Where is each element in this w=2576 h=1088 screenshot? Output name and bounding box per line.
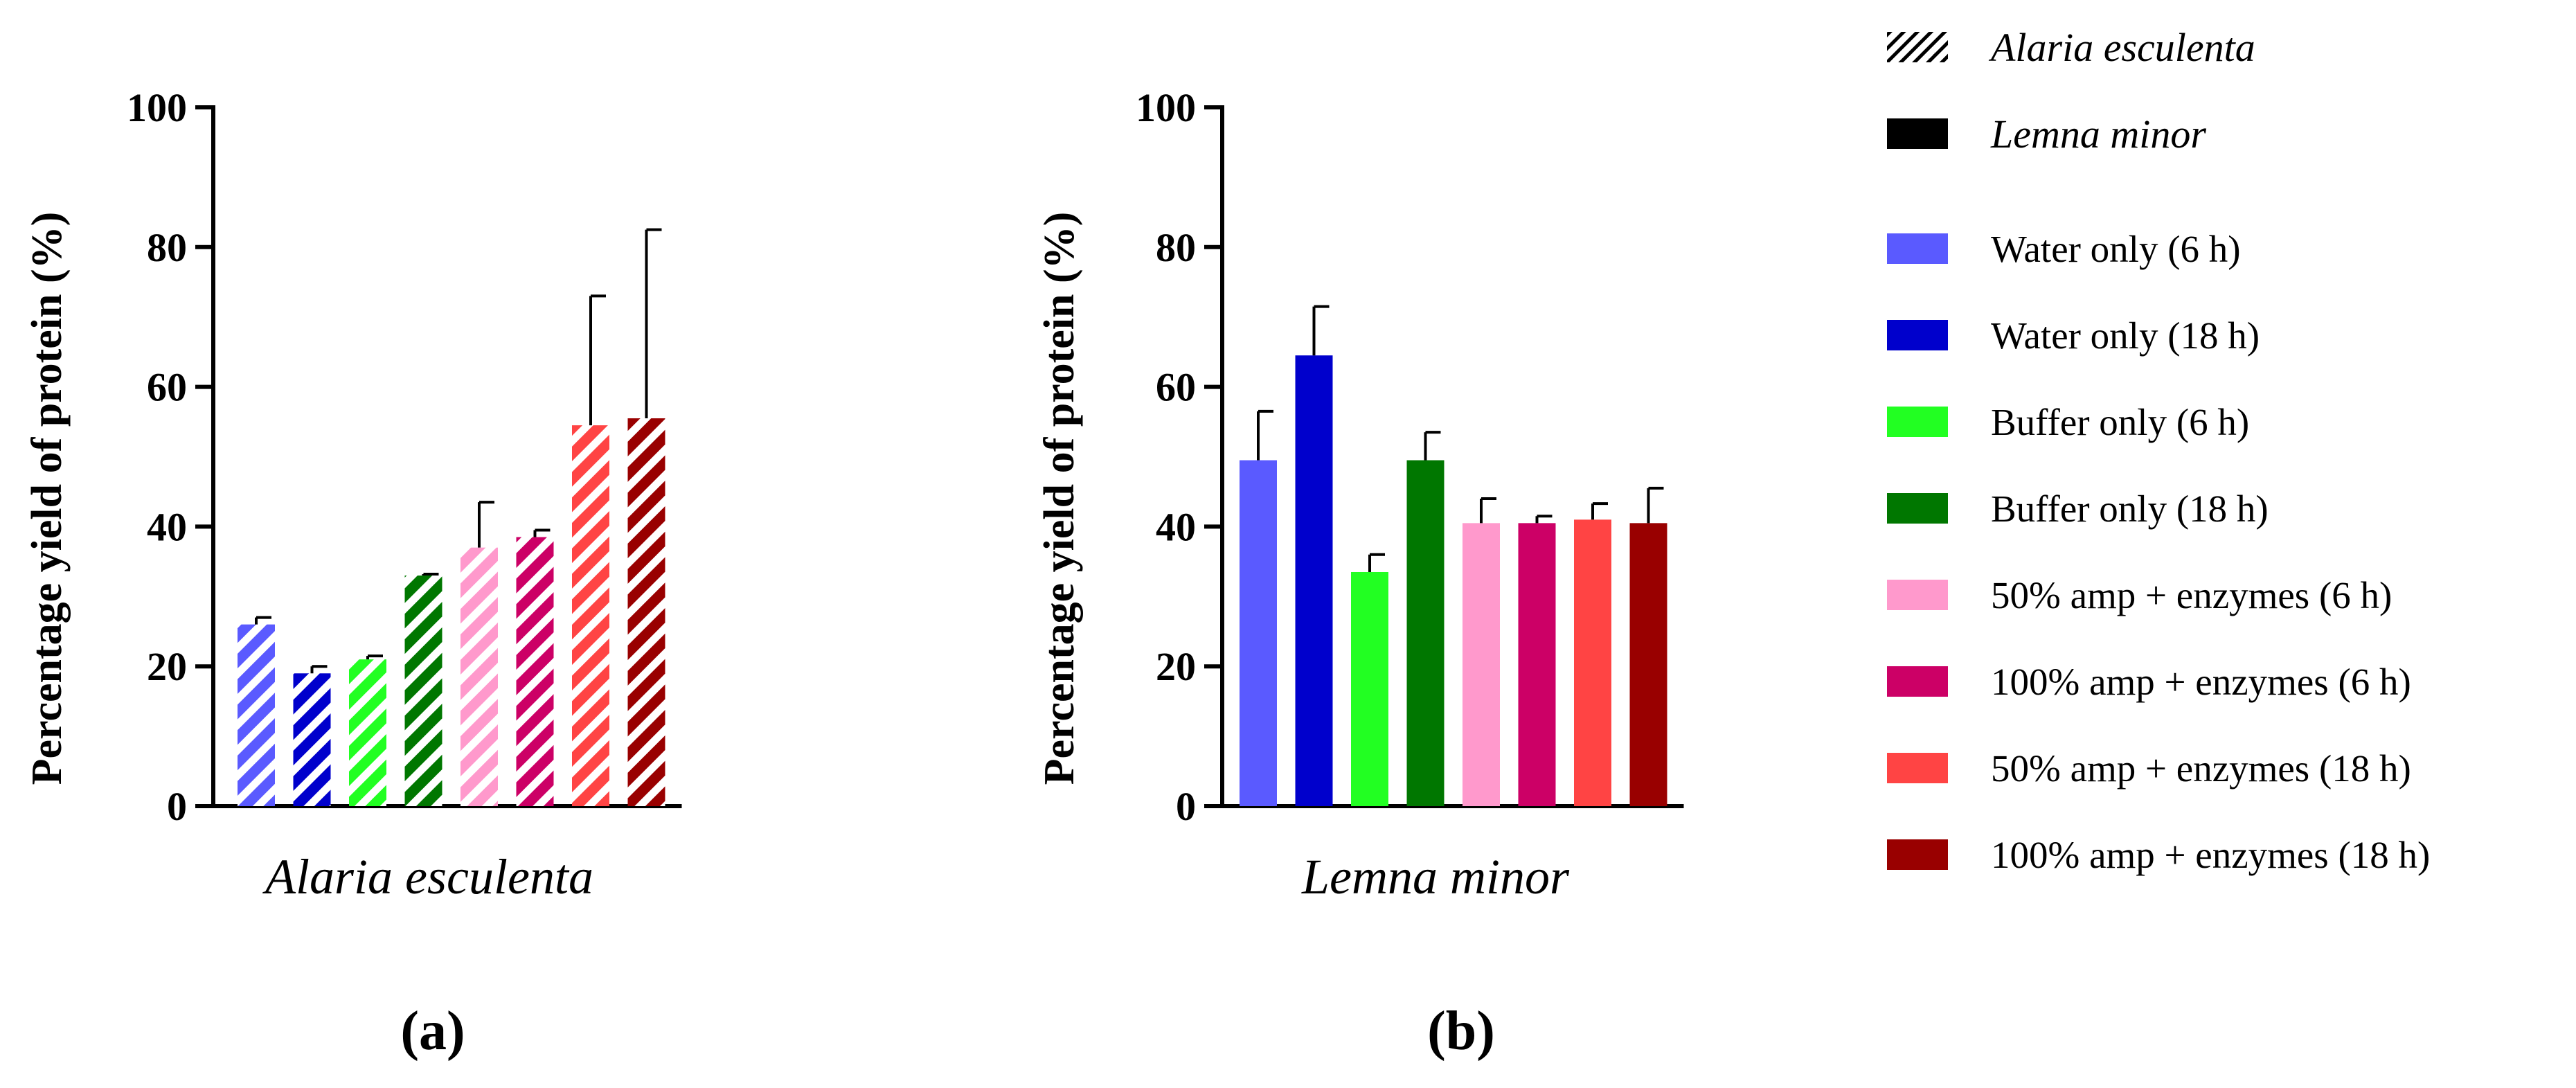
legend-label: 100% amp + enzymes (6 h) (1991, 661, 2411, 703)
bar-6 (1518, 523, 1556, 806)
bar-1 (1240, 460, 1277, 806)
panel-b-chart: 0 20 40 60 80 100 Percentage yield of protein … (1036, 85, 1684, 1062)
bar-3 (349, 659, 386, 806)
y-tick-label: 80 (147, 225, 187, 270)
bar-2 (1295, 355, 1333, 806)
y-axis-title: Percentage yield of protein (%) (24, 212, 71, 785)
bar-4 (404, 576, 442, 806)
panel-label-a: (a) (400, 1001, 465, 1062)
x-axis-label: Alaria esculenta (262, 849, 593, 904)
legend-label: 100% amp + enzymes (18 h) (1991, 834, 2430, 876)
bar-2 (293, 673, 331, 806)
bar-7 (572, 425, 609, 806)
legend: Alaria esculenta Lemna minor Water only (6… (1887, 25, 2430, 876)
panel-label-b: (b) (1427, 1001, 1495, 1062)
x-axis-label: Lemna minor (1301, 849, 1570, 904)
bar-5 (1463, 523, 1500, 806)
y-tick-label: 60 (147, 365, 187, 410)
bar-1 (238, 624, 275, 806)
bar-7 (1574, 519, 1611, 806)
legend-label: Lemna minor (1990, 112, 2206, 157)
legend-swatch (1887, 753, 1948, 783)
legend-swatch (1887, 580, 1948, 610)
bar-4 (1406, 460, 1444, 806)
bar-6 (516, 537, 554, 806)
y-tick-label: 0 (1176, 784, 1196, 829)
y-axis-title: Percentage yield of protein (%) (1036, 212, 1083, 785)
y-tick-label: 60 (1156, 365, 1196, 410)
legend-label: Water only (6 h) (1991, 228, 2241, 270)
panel-a-chart: 0 20 40 60 80 100 Percentage yield of protein … (24, 85, 682, 1062)
legend-label: 50% amp + enzymes (18 h) (1991, 747, 2411, 790)
y-tick-label: 40 (147, 504, 187, 549)
y-tick-label: 100 (1136, 85, 1196, 130)
y-tick-label: 20 (147, 644, 187, 689)
legend-label: Water only (18 h) (1991, 314, 2260, 357)
legend-swatch (1887, 407, 1948, 437)
legend-label: Alaria esculenta (1988, 25, 2255, 70)
legend-swatch-hatched (1887, 32, 1948, 62)
y-tick-label: 80 (1156, 225, 1196, 270)
legend-label: Buffer only (6 h) (1991, 401, 2249, 443)
legend-label: 50% amp + enzymes (6 h) (1991, 574, 2392, 616)
legend-swatch (1887, 493, 1948, 524)
bar-5 (460, 547, 498, 806)
y-tick-label: 20 (1156, 644, 1196, 689)
legend-swatch (1887, 666, 1948, 697)
legend-swatch (1887, 839, 1948, 870)
bar-8 (1629, 523, 1667, 806)
legend-swatch (1887, 320, 1948, 350)
legend-swatch (1887, 233, 1948, 264)
y-tick-label: 0 (167, 784, 187, 829)
legend-label: Buffer only (18 h) (1991, 488, 2269, 530)
bar-8 (627, 418, 665, 806)
bar-3 (1351, 571, 1388, 806)
y-tick-label: 100 (127, 85, 187, 130)
y-tick-label: 40 (1156, 504, 1196, 549)
legend-swatch-solid (1887, 118, 1948, 149)
